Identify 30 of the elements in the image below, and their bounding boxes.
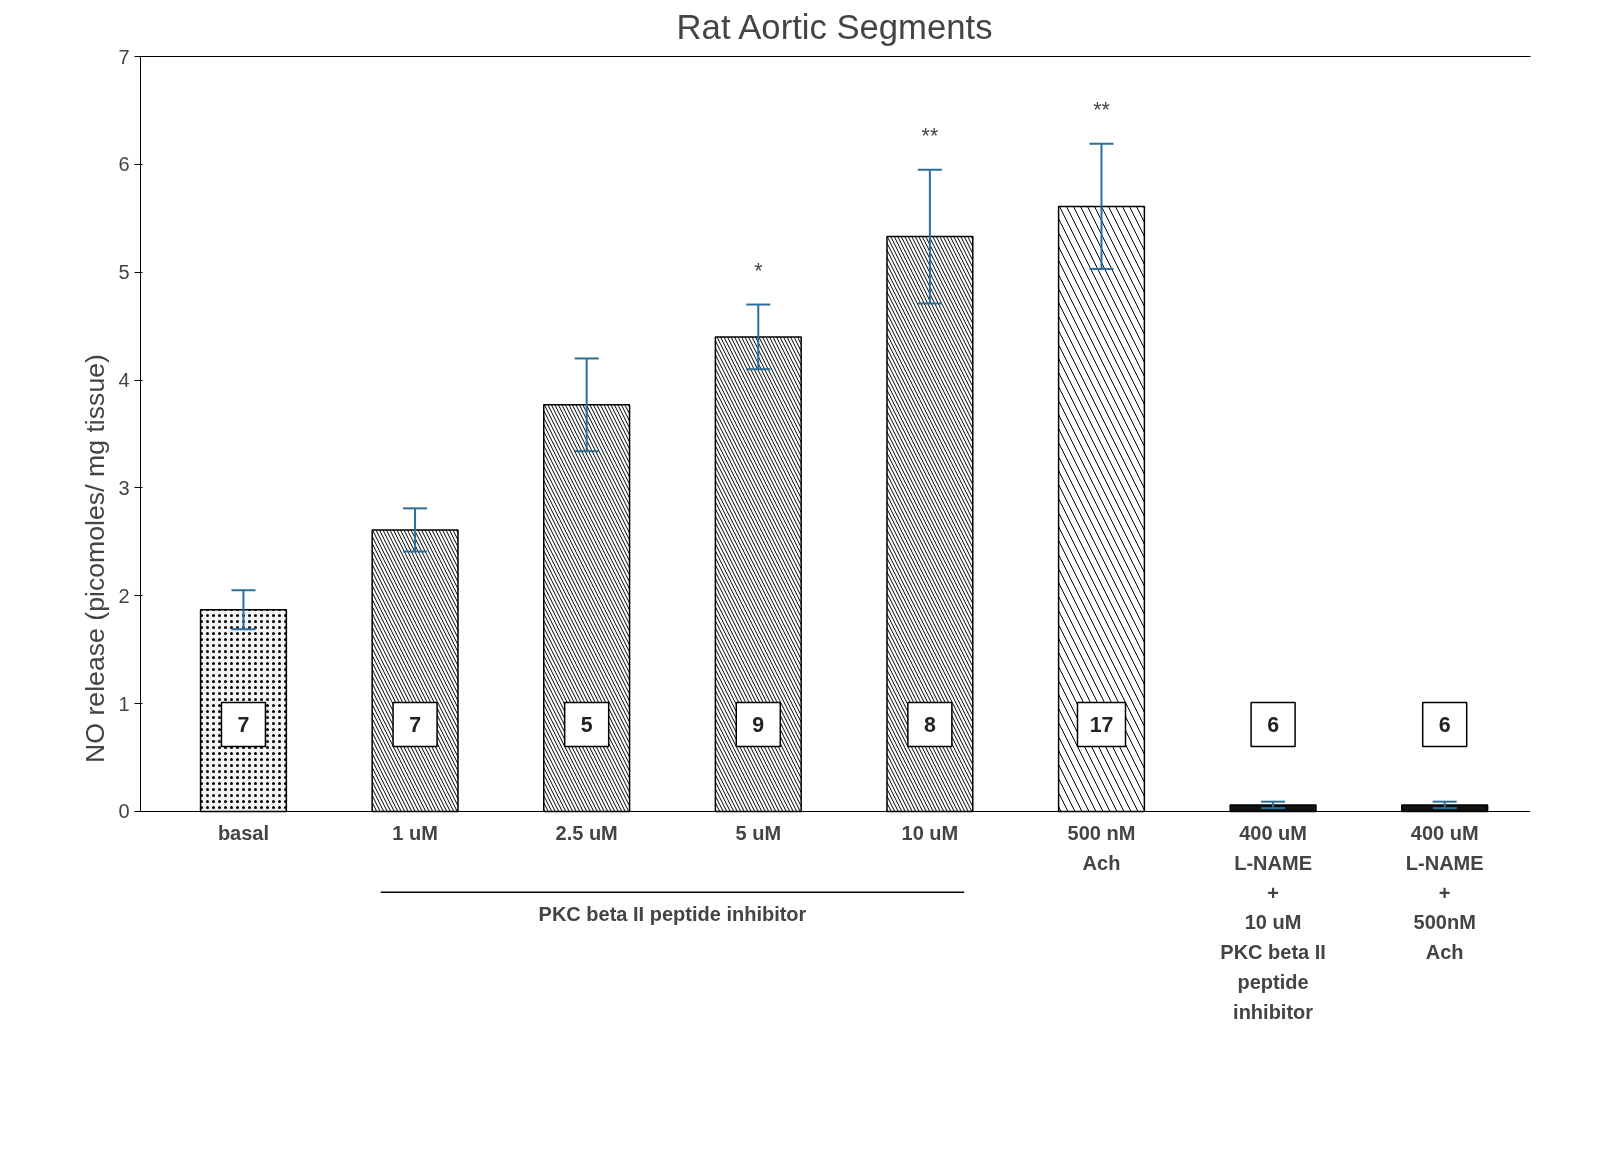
annotation: 8 [923,713,936,738]
y-tick-label: 7 [118,45,130,68]
annotation: * [754,258,763,283]
x-tick-label: basal [217,822,270,845]
y-tick-label: 0 [118,800,130,823]
y-tick-label: 2 [118,584,130,607]
y-tick-label: 3 [118,476,130,499]
x-tick-label: 5 uM [735,822,782,845]
y-tick-label: 6 [118,153,130,176]
annotation: 9 [752,713,765,738]
annotation: 17 [1089,713,1114,738]
annotation: 6 [1438,713,1451,738]
annotation: 7 [409,713,422,738]
x-tick-label: 10 uM [901,822,959,845]
annotation: 7 [237,713,250,738]
x-tick-label: 500 nM Ach [1067,822,1136,875]
annotation: 5 [580,713,593,738]
y-tick-label: 4 [118,369,130,392]
annotation: 6 [1267,713,1280,738]
y-tick-label: 1 [118,692,130,715]
x-tick-label: 400 uM L-NAME + 10 uM PKC beta II peptide inhibitor [1220,822,1326,1023]
chart-title: Rat Aortic Segments [676,7,993,46]
annotation: ** [921,123,939,148]
y-axis-title: NO release (picomoles/ mg tissue) [80,354,111,763]
text: PKC beta II peptide inhibitor [538,903,807,926]
x-tick-label: 400 uM L-NAME + 500nM Ach [1405,822,1484,964]
annotation: ** [1093,97,1110,122]
y-tick-label: 5 [118,261,130,284]
x-tick-label: 1 uM [392,822,438,845]
x-tick-label: 2.5 uM [555,822,618,845]
